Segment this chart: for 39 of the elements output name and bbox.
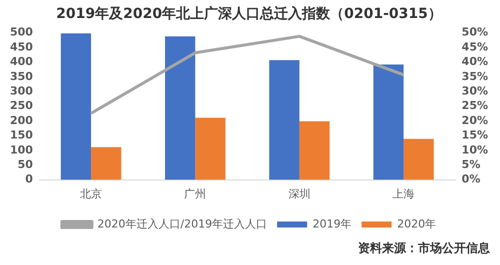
- bar: [91, 147, 122, 180]
- y2-tick-label: 25%: [462, 99, 488, 112]
- y-tick-label: 200: [10, 114, 34, 127]
- y2-tick-label: 40%: [462, 55, 488, 68]
- legend-label: 2019年: [312, 217, 352, 230]
- y-tick-label: 250: [10, 99, 34, 112]
- y2-tick-label: 15%: [462, 128, 488, 142]
- y2-tick-label: 20%: [462, 114, 488, 127]
- bar: [373, 64, 404, 180]
- y2-tick-label: 5%: [462, 158, 480, 171]
- bar: [404, 138, 434, 180]
- x-tick-label: 上海: [392, 187, 415, 200]
- bar: [60, 33, 92, 180]
- legend-label: 2020年迁入人口/2019年迁入人口: [97, 217, 268, 230]
- x-tick-label: 广州: [184, 187, 206, 200]
- bar: [195, 118, 226, 180]
- y-tick-label: 0: [25, 172, 34, 186]
- legend-label: 2020年: [397, 217, 436, 230]
- y-tick-label: 350: [10, 70, 34, 83]
- y-tick-label: 450: [10, 40, 34, 54]
- text: 资料来源：市场公开信息: [357, 240, 490, 257]
- bar: [165, 36, 196, 180]
- y2-tick-label: 0%: [462, 172, 480, 186]
- y2-tick-label: 35%: [462, 70, 488, 83]
- y-tick-label: 50: [18, 158, 34, 171]
- y-tick-label: 500: [10, 26, 34, 39]
- y-tick-label: 150: [10, 128, 34, 142]
- y2-tick-label: 10%: [462, 143, 488, 156]
- y-tick-label: 100: [10, 143, 34, 156]
- x-tick-label: 北京: [80, 187, 102, 200]
- bar: [269, 60, 300, 180]
- y2-tick-label: 50%: [462, 26, 488, 39]
- y-tick-label: 300: [10, 84, 34, 98]
- bar: [299, 121, 330, 180]
- y-tick-label: 400: [10, 55, 34, 68]
- y2-tick-label: 30%: [462, 84, 488, 98]
- y2-tick-label: 45%: [462, 40, 488, 54]
- chart-title: 2019年及2020年北上广深人口总迁入指数（0201-0315）: [56, 5, 442, 22]
- x-tick-label: 深圳: [288, 187, 310, 200]
